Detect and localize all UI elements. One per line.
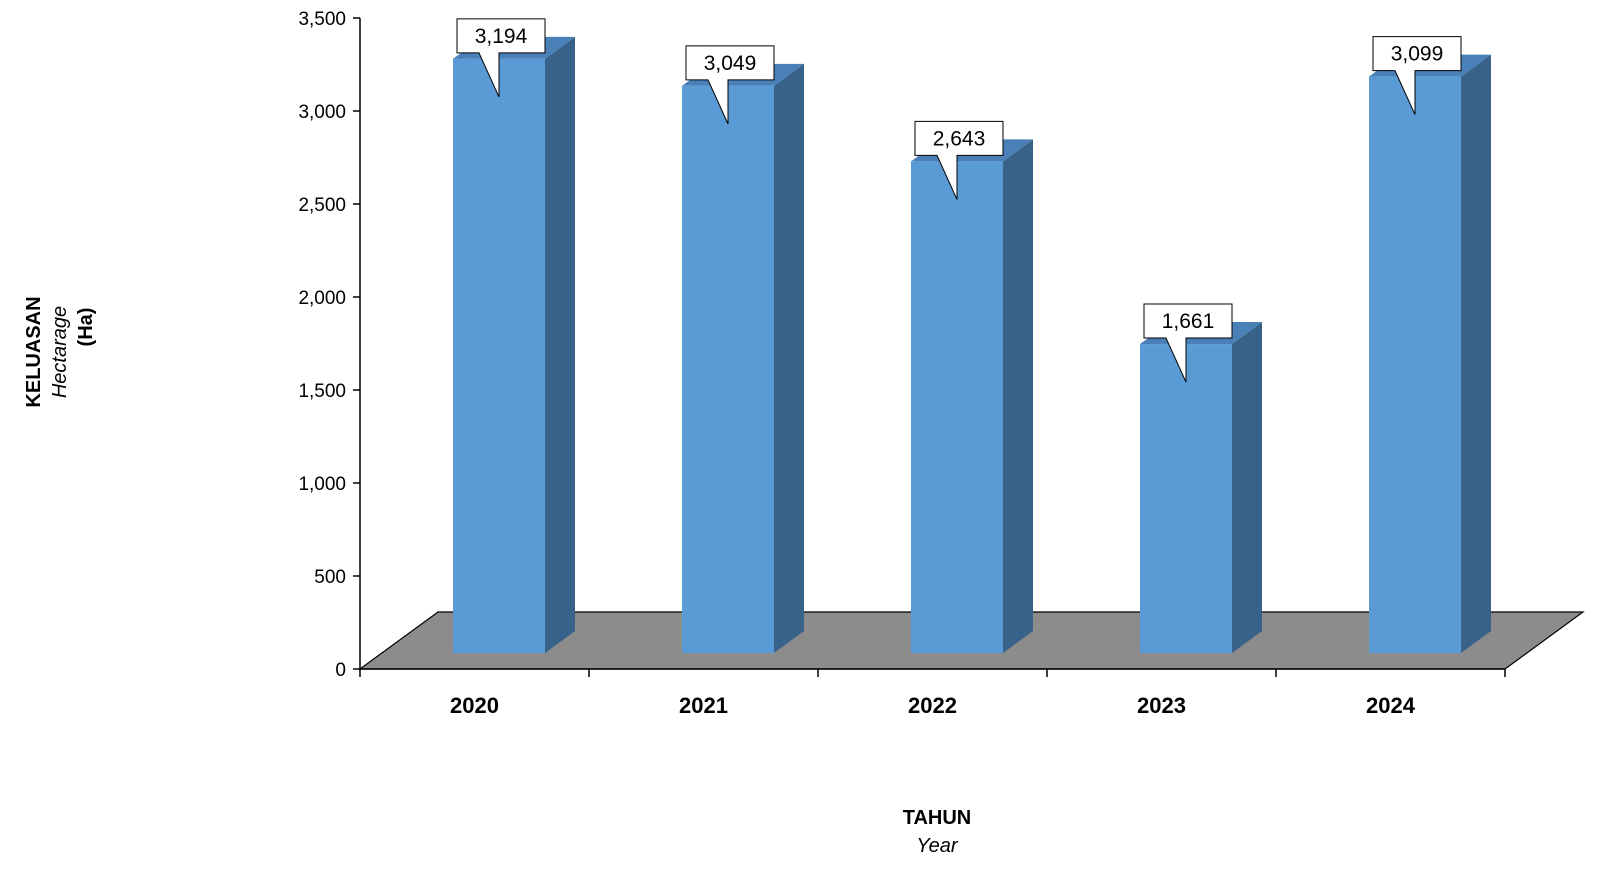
data-label-callout: [685, 45, 775, 125]
bar-side: [1461, 54, 1491, 653]
y-tick-label: 0: [335, 660, 346, 681]
data-label: 2,643: [933, 127, 986, 150]
bar-front: [1140, 344, 1232, 653]
x-tick-label: 2023: [1137, 693, 1186, 718]
y-tick-label: 2,500: [298, 195, 346, 216]
data-labels-layer: 3,194 3,049 2,643 1,661 3,099: [456, 18, 1462, 383]
bar-2021: [682, 63, 804, 654]
x-axis-label: TAHUN: [903, 807, 972, 829]
axis-layer: 0 500 1,000 1,500 2,000 2,500 3,000 3,500 2020 20…: [298, 9, 1506, 718]
x-tick-label: 2022: [908, 693, 957, 718]
bar-2020: [453, 36, 575, 653]
x-axis-sublabel: Year: [916, 835, 958, 857]
y-tick-label: 1,500: [298, 381, 346, 402]
y-tick-label: 1,000: [298, 474, 346, 495]
x-tick-label: 2024: [1366, 693, 1416, 718]
x-tick-label: 2020: [450, 693, 499, 718]
bar-2023: [1140, 322, 1262, 653]
data-label-callout: [456, 18, 546, 98]
y-tick-label: 500: [314, 567, 346, 588]
y-axis-sublabel: Hectarage: [49, 306, 71, 398]
bar-side: [1232, 322, 1262, 653]
bar-side: [774, 63, 804, 654]
y-axis-label: KELUASAN: [23, 296, 45, 407]
bar-2022: [911, 139, 1033, 654]
x-axis-title: TAHUN Year: [903, 807, 972, 857]
data-label-callout: [1143, 303, 1233, 383]
bar-front: [1369, 76, 1461, 653]
data-label-callout: [1372, 36, 1462, 115]
y-tick-label: 3,000: [298, 102, 346, 123]
y-axis-unit: (Ha): [75, 308, 97, 347]
y-tick-label: 2,000: [298, 288, 346, 309]
data-label: 3,099: [1391, 43, 1444, 66]
x-tick-label: 2021: [679, 693, 728, 718]
bar-side: [1003, 139, 1033, 654]
bar-front: [453, 58, 545, 653]
bar-2024: [1369, 54, 1491, 653]
data-label: 3,194: [475, 25, 528, 48]
y-tick-label: 3,500: [298, 9, 346, 30]
data-label-callout: [914, 120, 1004, 200]
data-label: 3,049: [704, 52, 757, 75]
bar-side: [545, 36, 575, 653]
data-label: 1,661: [1162, 310, 1215, 333]
y-axis-title: KELUASAN Hectarage (Ha): [23, 296, 97, 407]
bar-front: [911, 161, 1003, 654]
bar-front: [682, 85, 774, 654]
